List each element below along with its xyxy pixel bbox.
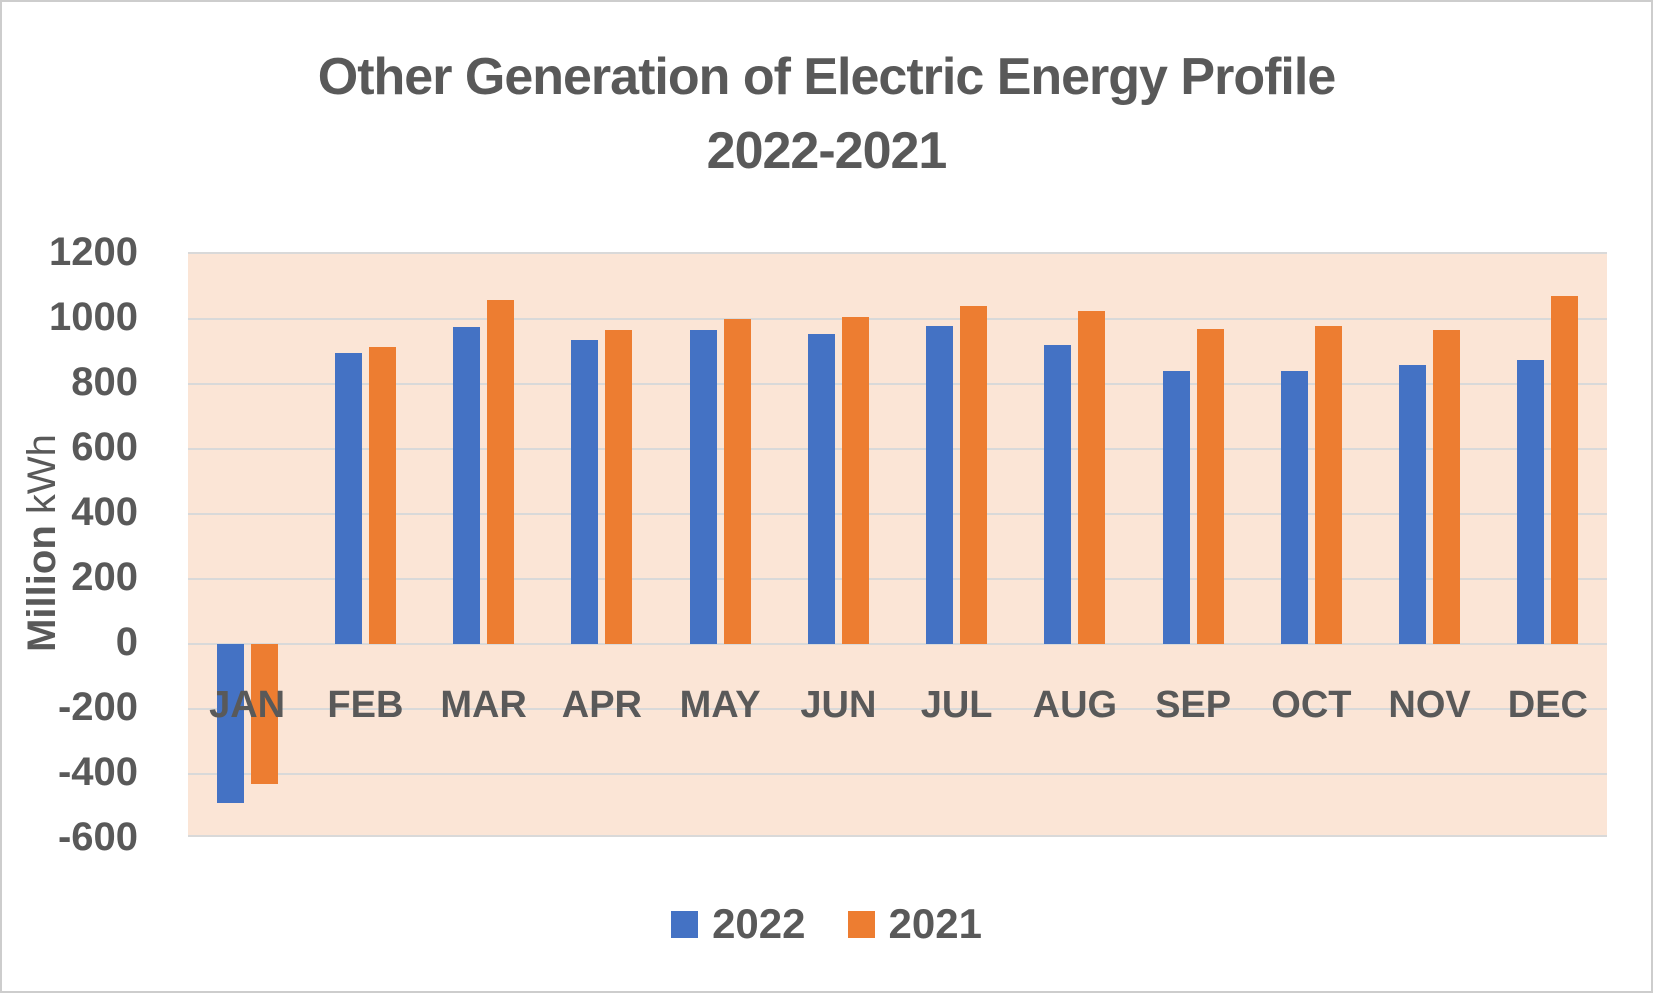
y-tick-label-400: 400 bbox=[71, 490, 138, 534]
bar-2021-JUL bbox=[960, 306, 988, 644]
bar-2021-SEP bbox=[1196, 328, 1224, 645]
bar-2022-JUL bbox=[926, 325, 954, 644]
bar-2021-NOV bbox=[1433, 330, 1461, 644]
gridline--400 bbox=[188, 773, 1607, 775]
x-axis-label-OCT: OCT bbox=[1271, 684, 1352, 726]
legend-label-2021: 2021 bbox=[888, 900, 982, 947]
x-axis-label-SEP: SEP bbox=[1155, 684, 1232, 726]
bar-2021-AUG bbox=[1078, 310, 1106, 644]
legend-label-2022: 2022 bbox=[712, 900, 806, 947]
bar-2022-DEC bbox=[1517, 359, 1545, 644]
legend-swatch-2021 bbox=[847, 910, 875, 938]
chart-title: Other Generation of Electric Energy Prof… bbox=[2, 40, 1651, 188]
bar-2022-NOV bbox=[1399, 364, 1427, 644]
y-tick-label-800: 800 bbox=[71, 360, 138, 404]
gridline-1000 bbox=[188, 318, 1607, 320]
y-tick-label-0: 0 bbox=[115, 620, 138, 664]
gridline--200 bbox=[188, 708, 1607, 710]
bar-2022-MAR bbox=[453, 327, 481, 644]
y-tick-label-1200: 1200 bbox=[49, 230, 138, 274]
bar-2021-FEB bbox=[368, 346, 396, 644]
gridline-800 bbox=[188, 383, 1607, 385]
x-axis-label-APR: APR bbox=[561, 684, 642, 726]
x-axis-label-AUG: AUG bbox=[1032, 684, 1118, 726]
legend-item-2021: 2021 bbox=[847, 900, 982, 948]
gridline-0 bbox=[188, 643, 1607, 645]
bar-2022-SEP bbox=[1162, 371, 1190, 644]
bar-2021-MAY bbox=[723, 319, 751, 644]
gridline-600 bbox=[188, 448, 1607, 450]
gridline-400 bbox=[188, 513, 1607, 515]
bar-2022-OCT bbox=[1280, 371, 1308, 644]
y-tick-label-600: 600 bbox=[71, 425, 138, 469]
x-axis-label-DEC: DEC bbox=[1507, 684, 1588, 726]
x-axis-label-JUL: JUL bbox=[920, 684, 993, 726]
chart-title-line2: 2022-2021 bbox=[706, 122, 948, 180]
chart-title-line1: Other Generation of Electric Energy Prof… bbox=[317, 48, 1337, 106]
plot-area: JAN FEB MAR APR MAY JUN JUL AUG SEP OCT NOV DEC bbox=[188, 252, 1607, 837]
bar-2021-APR bbox=[605, 330, 633, 644]
bar-2022-AUG bbox=[1044, 345, 1072, 644]
y-tick-label-200: 200 bbox=[71, 555, 138, 599]
bar-2022-FEB bbox=[334, 353, 362, 644]
chart-legend: 2022 2021 bbox=[2, 900, 1651, 948]
y-tick-label--400: -400 bbox=[57, 750, 138, 794]
bar-2022-MAY bbox=[689, 330, 717, 644]
x-axis-label-JAN: JAN bbox=[209, 684, 286, 726]
bar-2021-JAN bbox=[250, 644, 278, 784]
x-axis-label-JUN: JUN bbox=[800, 684, 877, 726]
bar-2022-APR bbox=[571, 340, 599, 644]
bar-2021-DEC bbox=[1551, 296, 1579, 645]
gridline-200 bbox=[188, 578, 1607, 580]
y-tick-label-1000: 1000 bbox=[49, 295, 138, 339]
x-axis-label-MAR: MAR bbox=[440, 684, 527, 726]
bar-2021-MAR bbox=[487, 299, 515, 644]
x-axis-label-FEB: FEB bbox=[327, 684, 404, 726]
bar-2021-OCT bbox=[1314, 325, 1342, 644]
y-tick-label--200: -200 bbox=[57, 685, 138, 729]
x-axis-label-NOV: NOV bbox=[1388, 684, 1471, 726]
legend-item-2022: 2022 bbox=[671, 900, 806, 948]
bar-2022-JAN bbox=[216, 644, 244, 804]
bar-2021-JUN bbox=[841, 317, 869, 644]
legend-swatch-2022 bbox=[671, 910, 699, 938]
bar-2022-JUN bbox=[807, 333, 835, 644]
x-axis-label-MAY: MAY bbox=[679, 684, 761, 726]
y-tick-label--600: -600 bbox=[57, 815, 138, 859]
